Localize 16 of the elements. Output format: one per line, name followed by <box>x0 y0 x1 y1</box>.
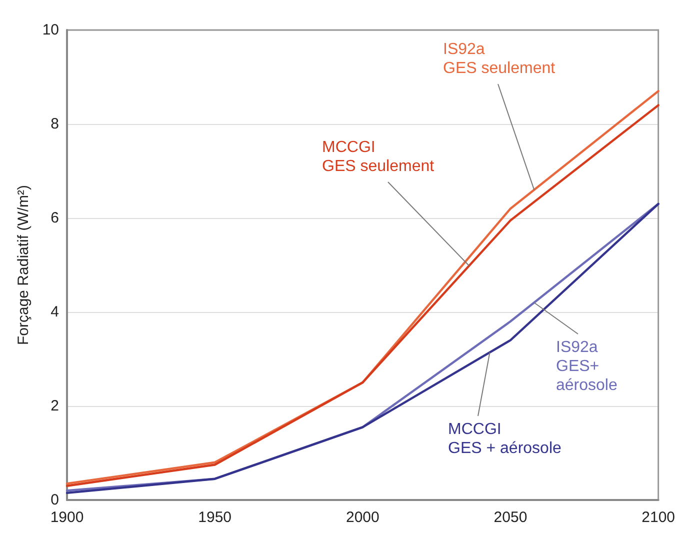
text: MCCGI GES seulement <box>322 139 435 175</box>
x-tick-label: 2050 <box>494 509 528 526</box>
x-tick-label: 1900 <box>50 509 84 526</box>
text: MCCGI GES + aérosole <box>448 421 562 457</box>
y-tick-label: 8 <box>50 116 59 132</box>
text: IS92a GES seulement <box>443 41 556 77</box>
y-tick-label: 2 <box>50 398 59 414</box>
y-tick-label: 4 <box>50 304 59 320</box>
x-tick-label: 2100 <box>642 509 676 526</box>
y-axis-title: Forçage Radiatif (W/m²) <box>15 184 32 346</box>
text: IS92a GES+ aérosole <box>556 339 618 394</box>
y-tick-label: 0 <box>50 492 59 508</box>
x-tick-label: 2000 <box>346 509 380 526</box>
y-tick-label: 10 <box>42 22 59 38</box>
y-tick-label: 6 <box>50 210 59 226</box>
x-tick-label: 1950 <box>198 509 232 526</box>
